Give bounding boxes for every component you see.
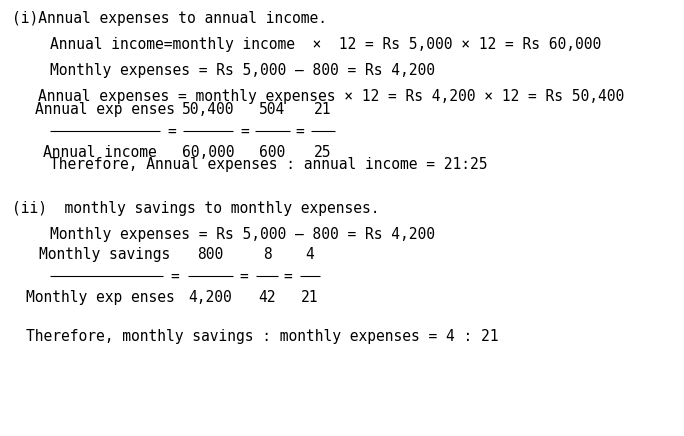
Text: (ii)  monthly savings to monthly expenses.: (ii) monthly savings to monthly expenses… xyxy=(12,201,380,215)
Text: Annual expenses = monthly expenses × 12 = Rs 4,200 × 12 = Rs 50,400: Annual expenses = monthly expenses × 12 … xyxy=(38,89,624,103)
Text: 42: 42 xyxy=(259,290,276,305)
Text: Therefore, Annual expenses : annual income = 21:25: Therefore, Annual expenses : annual inco… xyxy=(50,157,488,171)
Text: 21: 21 xyxy=(314,102,332,117)
Text: Annual exp enses: Annual exp enses xyxy=(35,102,175,117)
Text: 60,000: 60,000 xyxy=(182,145,234,160)
Text: 504: 504 xyxy=(259,102,285,117)
Text: =: = xyxy=(170,269,179,283)
Text: 21: 21 xyxy=(301,290,319,305)
Text: =: = xyxy=(284,269,292,283)
Text: Monthly exp enses: Monthly exp enses xyxy=(25,290,174,305)
Text: (i)Annual expenses to annual income.: (i)Annual expenses to annual income. xyxy=(12,10,327,25)
Text: 25: 25 xyxy=(314,145,332,160)
Text: =: = xyxy=(295,123,304,139)
Text: 4: 4 xyxy=(306,247,315,262)
Text: Therefore, monthly savings : monthly expenses = 4 : 21: Therefore, monthly savings : monthly exp… xyxy=(26,328,499,344)
Text: Monthly expenses = Rs 5,000 – 800 = Rs 4,200: Monthly expenses = Rs 5,000 – 800 = Rs 4… xyxy=(50,62,435,78)
Text: Annual income=monthly income  ×  12 = Rs 5,000 × 12 = Rs 60,000: Annual income=monthly income × 12 = Rs 5… xyxy=(50,37,601,51)
Text: 4,200: 4,200 xyxy=(188,290,232,305)
Text: 600: 600 xyxy=(259,145,285,160)
Text: 50,400: 50,400 xyxy=(182,102,234,117)
Text: Monthly savings: Monthly savings xyxy=(40,247,170,262)
Text: 8: 8 xyxy=(263,247,272,262)
Text: 800: 800 xyxy=(197,247,223,262)
Text: =: = xyxy=(168,123,176,139)
Text: =: = xyxy=(241,123,250,139)
Text: Monthly expenses = Rs 5,000 – 800 = Rs 4,200: Monthly expenses = Rs 5,000 – 800 = Rs 4… xyxy=(50,226,435,242)
Text: Annual income: Annual income xyxy=(43,145,157,160)
Text: =: = xyxy=(239,269,248,283)
